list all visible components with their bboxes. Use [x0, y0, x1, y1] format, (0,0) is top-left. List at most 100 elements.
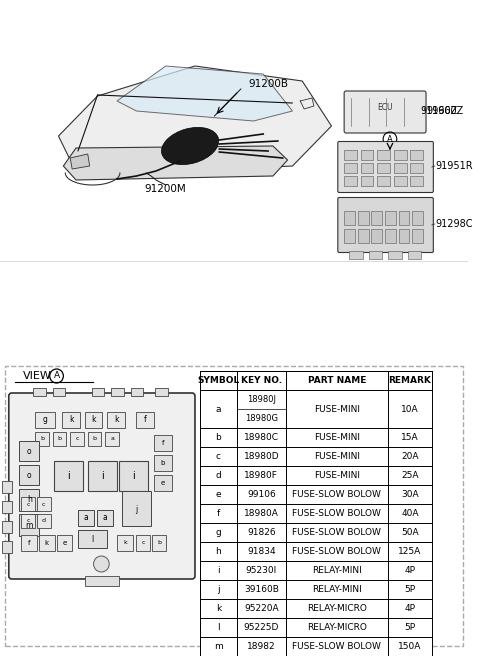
- Text: 18980C: 18980C: [244, 433, 279, 442]
- Text: d: d: [42, 518, 46, 523]
- Bar: [394, 150, 407, 160]
- Text: b: b: [157, 541, 161, 546]
- Bar: [85, 576, 119, 586]
- Text: 95225D: 95225D: [243, 623, 279, 632]
- Text: f: f: [162, 440, 164, 446]
- Bar: [394, 163, 407, 173]
- Text: 10A: 10A: [401, 405, 419, 413]
- Text: 18982: 18982: [247, 642, 276, 651]
- Bar: [410, 176, 423, 186]
- Bar: [107, 412, 125, 428]
- Text: k: k: [114, 415, 118, 424]
- Bar: [408, 251, 421, 259]
- Bar: [78, 530, 107, 548]
- Text: RELAY-MINI: RELAY-MINI: [312, 566, 362, 575]
- Text: 95220A: 95220A: [244, 604, 278, 613]
- Text: A: A: [53, 371, 60, 380]
- Polygon shape: [63, 146, 288, 180]
- Bar: [22, 535, 37, 551]
- Text: o: o: [27, 470, 32, 480]
- Bar: [119, 461, 148, 491]
- Text: a: a: [84, 514, 88, 522]
- Text: 15A: 15A: [401, 433, 419, 442]
- Bar: [20, 465, 39, 485]
- Text: l: l: [92, 535, 94, 544]
- Ellipse shape: [161, 127, 219, 165]
- Bar: [35, 412, 55, 428]
- Text: 125A: 125A: [398, 547, 421, 556]
- Text: ECU: ECU: [377, 102, 393, 112]
- Bar: [200, 599, 432, 618]
- Text: SYMBOL: SYMBOL: [197, 376, 240, 385]
- Bar: [53, 388, 65, 396]
- Bar: [200, 561, 432, 580]
- Bar: [388, 251, 402, 259]
- Bar: [57, 535, 72, 551]
- Bar: [2, 541, 12, 553]
- Text: FUSE-MINI: FUSE-MINI: [314, 433, 360, 442]
- Bar: [410, 163, 423, 173]
- Bar: [152, 535, 166, 551]
- Bar: [399, 211, 409, 225]
- Text: g: g: [42, 415, 48, 424]
- Bar: [62, 412, 80, 428]
- Text: a: a: [110, 436, 114, 441]
- Text: FUSE-SLOW BOLOW: FUSE-SLOW BOLOW: [292, 528, 381, 537]
- Text: RELAY-MICRO: RELAY-MICRO: [307, 623, 367, 632]
- Text: i: i: [217, 566, 220, 575]
- Text: VIEW: VIEW: [23, 371, 51, 381]
- Text: 4P: 4P: [405, 604, 416, 613]
- Polygon shape: [59, 66, 332, 176]
- FancyBboxPatch shape: [338, 142, 433, 192]
- Text: 18980J: 18980J: [247, 395, 276, 404]
- Bar: [360, 163, 373, 173]
- Bar: [88, 461, 117, 491]
- Text: 91960Z: 91960Z: [426, 106, 463, 116]
- Text: 18980F: 18980F: [244, 471, 278, 480]
- Text: e: e: [62, 540, 66, 546]
- Bar: [92, 388, 104, 396]
- Text: PART NAME: PART NAME: [308, 376, 366, 385]
- Bar: [200, 618, 432, 637]
- Text: 25A: 25A: [401, 471, 419, 480]
- Text: c: c: [26, 518, 30, 523]
- Bar: [88, 432, 101, 446]
- Bar: [385, 229, 396, 243]
- Polygon shape: [117, 66, 292, 121]
- Bar: [200, 390, 432, 428]
- Bar: [54, 461, 83, 491]
- Text: A: A: [387, 134, 393, 144]
- Text: k: k: [123, 541, 127, 546]
- Bar: [394, 176, 407, 186]
- Text: 95230I: 95230I: [246, 566, 277, 575]
- Text: 30A: 30A: [401, 490, 419, 499]
- Text: FUSE-MINI: FUSE-MINI: [314, 405, 360, 413]
- Bar: [377, 163, 390, 173]
- Text: e: e: [161, 480, 165, 486]
- Text: b: b: [40, 436, 44, 441]
- Bar: [20, 514, 39, 536]
- Text: d: d: [216, 471, 221, 480]
- Text: i: i: [101, 471, 104, 481]
- Bar: [200, 637, 432, 656]
- Text: b: b: [161, 460, 165, 466]
- FancyBboxPatch shape: [344, 91, 426, 133]
- Bar: [78, 510, 94, 526]
- Bar: [372, 211, 382, 225]
- Bar: [372, 229, 382, 243]
- Text: l: l: [217, 623, 220, 632]
- Bar: [33, 388, 46, 396]
- Bar: [2, 481, 12, 493]
- Text: k: k: [91, 415, 96, 424]
- Bar: [358, 229, 369, 243]
- Bar: [360, 150, 373, 160]
- Text: RELAY-MICRO: RELAY-MICRO: [307, 604, 367, 613]
- Bar: [377, 150, 390, 160]
- Text: KEY NO.: KEY NO.: [240, 376, 282, 385]
- Bar: [377, 176, 390, 186]
- Text: k: k: [45, 540, 49, 546]
- Bar: [349, 251, 363, 259]
- Text: f: f: [28, 540, 31, 546]
- Bar: [70, 432, 84, 446]
- Bar: [154, 475, 171, 491]
